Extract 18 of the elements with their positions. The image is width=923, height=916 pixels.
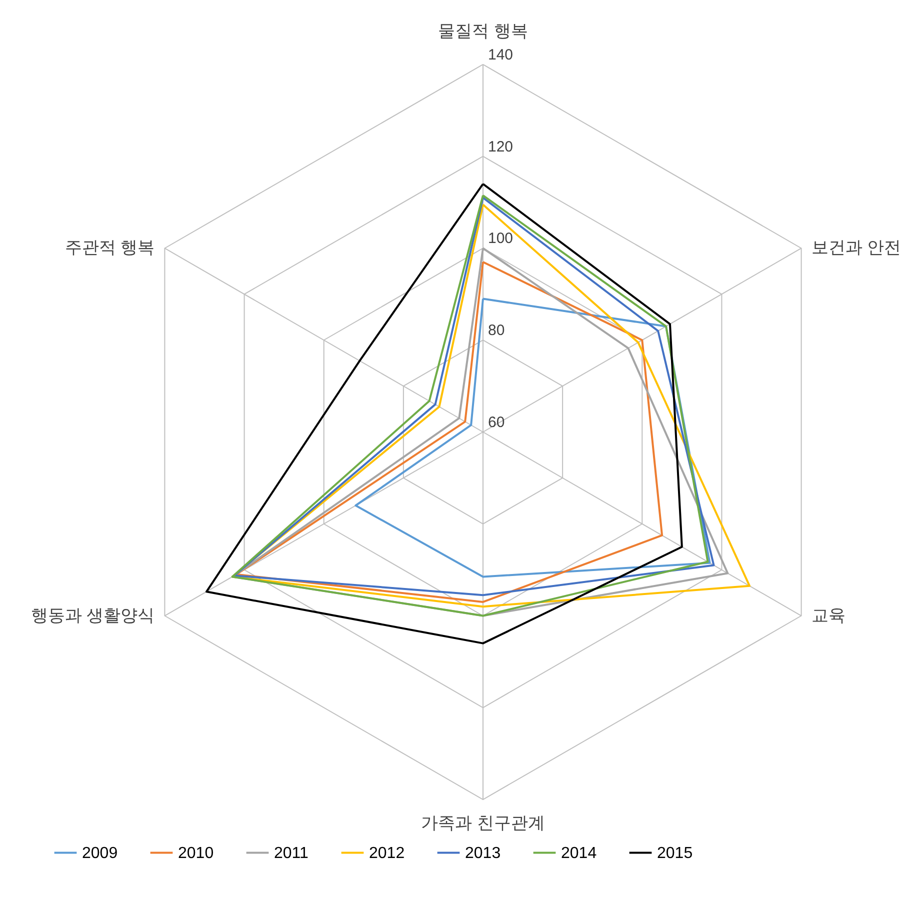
legend-label: 2014 xyxy=(561,844,597,862)
legend-label: 2009 xyxy=(82,844,118,862)
y-tick-label: 100 xyxy=(488,230,514,248)
spoke-label: 가족과 친구관계 xyxy=(421,814,545,833)
legend-label: 2012 xyxy=(369,844,405,862)
y-tick-label: 60 xyxy=(488,414,505,431)
y-tick-label: 140 xyxy=(488,46,514,64)
spoke-label: 교육 xyxy=(811,606,846,625)
legend-label: 2013 xyxy=(465,844,501,862)
spoke-label: 물질적 행복 xyxy=(438,21,528,40)
spoke-label: 행동과 생활양식 xyxy=(30,606,155,625)
legend-label: 2011 xyxy=(274,844,309,862)
spoke-label: 주관적 행복 xyxy=(64,238,155,258)
legend-label: 2010 xyxy=(178,844,214,862)
spoke-label: 보건과 안전 xyxy=(811,238,902,258)
legend-label: 2015 xyxy=(657,844,693,862)
y-tick-label: 80 xyxy=(488,322,505,340)
y-tick-label: 120 xyxy=(488,138,514,156)
